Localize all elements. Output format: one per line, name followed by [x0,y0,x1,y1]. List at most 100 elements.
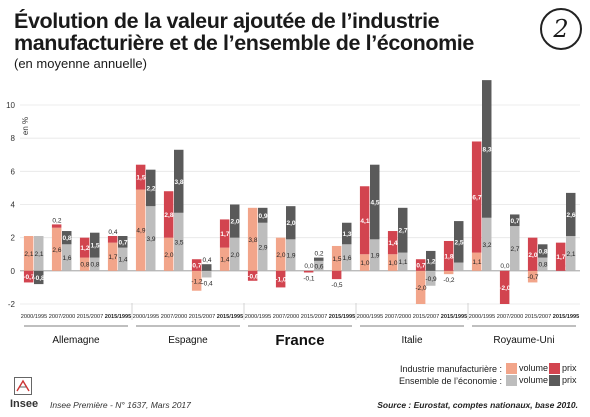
bar-economy-prix [510,214,520,227]
bar-industry-volume [107,242,118,271]
data-label: 2,1 [24,251,33,258]
bar-economy-prix [566,192,576,237]
data-label: -2,0 [499,285,511,292]
x-period-label: 2007/2000 [273,314,299,320]
legend-text-industry-prix: prix [562,363,577,373]
insee-logo-icon [14,377,32,395]
bar-economy-volume [118,247,128,271]
data-label: 1,4 [119,257,128,264]
data-label: 1,2 [427,258,436,265]
data-label: 4,5 [371,200,380,207]
bar-industry-volume [331,245,342,271]
x-period-label: 2015/1995 [217,314,243,320]
data-label: 4,1 [360,218,369,225]
bar-industry-prix [303,270,314,273]
data-label: -0,7 [23,274,35,281]
bar-economy-prix [230,204,240,238]
data-label: 8,3 [483,146,492,153]
bar-economy-volume [342,244,352,271]
bar-industry-prix [135,164,146,190]
data-label: 1,3 [343,231,352,238]
publication-reference: Insee Première - N° 1637, Mars 2017 [50,400,191,410]
bar-industry-prix [275,270,286,288]
bar-industry-volume [23,236,34,271]
bar-economy-prix [370,164,380,240]
x-period-label: 2015/2007 [189,314,215,320]
data-label: 2,6 [567,212,576,219]
bar-economy-volume [454,262,464,271]
y-tick-label: 0 [11,267,16,276]
bar-industry-prix [219,219,230,248]
x-period-label: 2000/1995 [245,314,271,320]
bar-industry-volume [415,270,426,304]
data-label: 1,6 [343,255,352,262]
data-label: 1,6 [63,255,72,262]
bar-industry-prix [471,141,482,253]
bar-industry-prix [191,259,202,271]
legend-swatch-economy-volume [506,375,517,386]
bar-economy-volume [482,217,492,271]
data-label: 1,0 [360,260,369,267]
bar-industry-prix [51,224,62,228]
chart-title: Évolution de la valeur ajoutée de l’indu… [14,9,474,55]
data-label: 1,7 [220,231,229,238]
data-label: 0,8 [539,262,548,269]
bar-economy-prix [258,207,268,223]
bar-economy-prix [146,169,156,207]
data-label: 0,7 [119,239,128,246]
country-label: Royaume-Uni [493,335,554,346]
bar-economy-volume [34,236,44,271]
data-label: 2,0 [164,252,173,259]
bar-economy-volume [426,270,436,286]
bar-industry-prix [331,270,342,280]
data-label: -2,0 [415,285,427,292]
country-label: Italie [401,335,423,346]
data-label: -0,9 [425,276,437,283]
data-label: 2,2 [147,185,156,192]
bar-industry-prix [79,237,90,258]
data-label: 3,9 [147,236,156,243]
bar-industry-volume [275,237,286,271]
bar-economy-volume [90,257,100,271]
x-period-label: 2000/1995 [357,314,383,320]
bar-economy-volume [538,257,548,271]
data-label: 6,7 [472,195,481,202]
data-label: 1,5 [136,175,145,182]
data-label: 0,4 [108,229,117,236]
country-label: Espagne [168,335,208,346]
legend-label-economy: Ensemble de l’économie : [398,376,502,386]
data-label: 1,7 [556,254,565,261]
data-label: 1,1 [472,259,481,266]
data-label: 2,1 [35,251,44,258]
bar-economy-volume [202,270,212,278]
data-label: 1,1 [399,259,408,266]
bar-industry-prix [527,237,538,271]
bar-economy-prix [118,236,128,248]
legend-swatch-industry-prix [549,363,560,374]
x-period-label: 2007/2000 [49,314,75,320]
country-label: France [275,332,324,349]
bar-industry-prix [555,242,566,271]
bar-economy-volume [314,260,324,271]
bar-economy-prix [342,222,352,245]
bar-industry-prix [107,236,118,243]
legend-swatch-economy-prix [549,375,560,386]
data-label: 2,0 [231,219,240,226]
bar-economy-prix [398,207,408,253]
x-period-label: 2015/1995 [553,314,579,320]
bar-economy-volume [146,206,156,271]
bar-industry-volume [359,254,370,271]
data-label: -0,8 [33,275,45,282]
insee-logo-text: Insee [10,398,39,410]
x-period-label: 2015/2007 [77,314,103,320]
data-label: -0,6 [247,273,259,280]
bar-industry-volume [387,254,398,271]
legend-text-industry-volume: volume [519,363,549,373]
data-label: 1,0 [388,260,397,267]
bar-economy-prix [454,221,464,263]
data-label: 0,0 [500,263,509,270]
data-label: 0,0 [304,263,313,270]
bar-industry-volume [471,252,482,271]
x-period-label: 2015/1995 [329,314,355,320]
bar-industry-volume [527,270,538,283]
